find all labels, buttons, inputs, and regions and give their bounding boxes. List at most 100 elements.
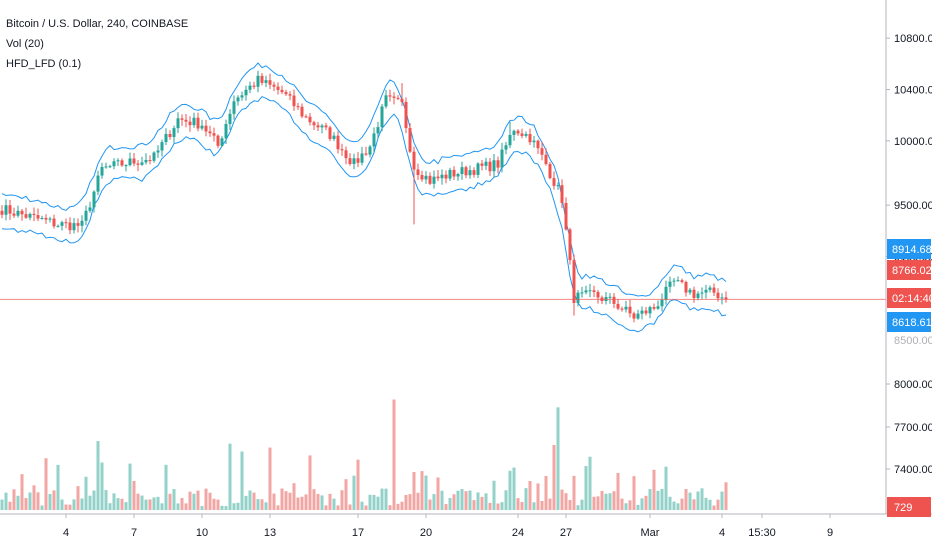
candle-body: [152, 152, 156, 161]
candle-body: [472, 170, 476, 175]
candle-body: [572, 260, 576, 303]
volume-bar: [264, 502, 268, 510]
volume-bar: [648, 489, 652, 510]
candle-body: [704, 289, 708, 293]
candle-body: [144, 160, 148, 163]
candle-body: [0, 210, 4, 215]
candle-body: [40, 217, 44, 219]
volume-bar: [492, 480, 496, 510]
candle-body: [548, 164, 552, 179]
volume-bar: [620, 498, 624, 510]
volume-bar: [408, 494, 412, 510]
candle-body: [332, 135, 336, 139]
volume-bar: [132, 480, 136, 510]
price-badge: [887, 312, 931, 332]
legend-volume[interactable]: Vol (20): [6, 38, 44, 50]
candle-body: [8, 205, 12, 214]
volume-bar: [96, 441, 100, 510]
candle-body: [512, 130, 516, 135]
time-tick-label: 20: [420, 527, 432, 539]
price-badge: [887, 239, 931, 259]
price-tick-label: 10000.00: [894, 136, 932, 148]
candle-body: [140, 162, 144, 165]
volume-bar: [84, 476, 88, 510]
candle-body: [56, 225, 60, 227]
volume-bar: [420, 471, 424, 510]
legend-symbol[interactable]: Bitcoin / U.S. Dollar, 240, COINBASE: [6, 18, 189, 30]
candle-body: [228, 113, 232, 124]
lower-band-line: [1, 95, 727, 333]
candle-body: [404, 101, 408, 129]
volume-bar: [28, 492, 32, 510]
candle-body: [476, 163, 480, 175]
price-badge: [887, 260, 931, 280]
candle-body: [416, 169, 420, 176]
candle-body: [420, 175, 424, 180]
candle-body: [400, 98, 404, 102]
volume-bar: [284, 491, 288, 510]
candle-body: [660, 299, 664, 307]
volume-bar: [216, 499, 220, 510]
volume-bar: [404, 494, 408, 510]
candle-body: [272, 84, 276, 87]
candle-body: [664, 286, 668, 300]
candle-body: [44, 217, 48, 220]
time-tick-label: 10: [196, 527, 208, 539]
volume-bar: [112, 493, 116, 510]
candle-body: [308, 116, 312, 123]
volume-bar: [412, 471, 416, 510]
candle-body: [336, 135, 340, 150]
candle-body: [492, 160, 496, 172]
candle-body: [128, 158, 132, 166]
candle-body: [104, 166, 108, 168]
candle-body: [460, 167, 464, 175]
volume-bar: [232, 503, 236, 510]
volume-bar: [576, 505, 580, 510]
volume-bar: [652, 469, 656, 510]
candle-body: [508, 134, 512, 146]
volume-bar: [560, 489, 564, 510]
candle-body: [408, 128, 412, 152]
volume-bar: [4, 492, 8, 510]
candle-body: [440, 174, 444, 179]
candle-body: [616, 303, 620, 309]
candle-body: [240, 95, 244, 98]
volume-bar: [440, 490, 444, 510]
volume-bar: [516, 498, 520, 510]
volume-bar: [428, 499, 432, 510]
candle-body: [684, 281, 688, 293]
volume-bar: [496, 503, 500, 510]
candle-body: [312, 122, 316, 126]
candle-body: [244, 89, 248, 96]
candle-body: [632, 313, 636, 319]
volume-bar: [184, 503, 188, 510]
price-badge-label: 8914.68: [892, 244, 932, 256]
volume-bar: [224, 506, 228, 510]
volume-bar: [288, 492, 292, 510]
candle-body: [108, 166, 112, 168]
volume-bar: [716, 499, 720, 510]
candle-body: [236, 97, 240, 102]
candle-body: [484, 161, 488, 166]
volume-bar: [364, 505, 368, 510]
volume-bar: [280, 488, 284, 510]
volume-bar: [348, 504, 352, 510]
candle-body: [208, 131, 212, 134]
candle-body: [88, 207, 92, 211]
legend-indicator[interactable]: HFD_LFD (0.1): [6, 58, 82, 70]
candle-body: [412, 151, 416, 170]
candle-body: [260, 75, 264, 83]
volume-bar: [172, 489, 176, 510]
candle-body: [436, 176, 440, 179]
candle-body: [488, 161, 492, 172]
candle-body: [564, 202, 568, 230]
volume-bar: [668, 496, 672, 510]
volume-bar: [268, 447, 272, 510]
volume-bar: [692, 499, 696, 510]
volume-bar: [76, 486, 80, 510]
chart-legend: Bitcoin / U.S. Dollar, 240, COINBASE Vol…: [6, 14, 188, 74]
candle-body: [176, 118, 180, 129]
volume-bar: [300, 496, 304, 510]
volume-bar: [572, 475, 576, 510]
candle-body: [692, 289, 696, 298]
